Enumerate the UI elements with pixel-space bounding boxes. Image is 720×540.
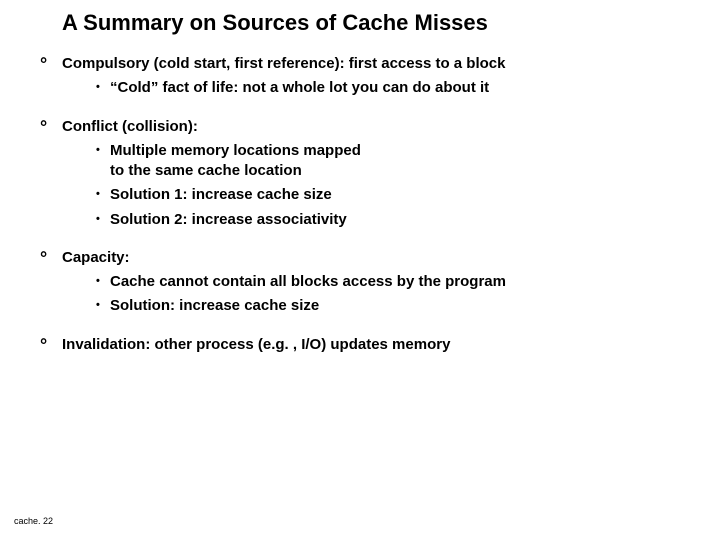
sub-item: Multiple memory locations mapped to the … bbox=[96, 141, 720, 182]
sub-item-text: Solution 2: increase associativity bbox=[110, 211, 347, 228]
bullet-list: Compulsory (cold start, first reference)… bbox=[0, 54, 720, 355]
sub-item-text: Solution: increase cache size bbox=[110, 297, 319, 314]
list-item-text: Conflict (collision): bbox=[62, 118, 198, 135]
sub-item-text: Cache cannot contain all blocks access b… bbox=[110, 273, 506, 290]
list-item-text: Compulsory (cold start, first reference)… bbox=[62, 55, 505, 72]
list-item-text: Invalidation: other process (e.g. , I/O)… bbox=[62, 336, 450, 353]
list-item: Invalidation: other process (e.g. , I/O)… bbox=[40, 335, 720, 355]
sub-list: “Cold” fact of life: not a whole lot you… bbox=[62, 78, 720, 98]
sub-list: Cache cannot contain all blocks access b… bbox=[62, 272, 720, 317]
sub-item: Solution 2: increase associativity bbox=[96, 210, 720, 230]
list-item: Compulsory (cold start, first reference)… bbox=[40, 54, 720, 99]
sub-item-text: “Cold” fact of life: not a whole lot you… bbox=[110, 79, 489, 96]
sub-list: Multiple memory locations mapped to the … bbox=[62, 141, 720, 230]
sub-item: Solution: increase cache size bbox=[96, 296, 720, 316]
sub-item: Cache cannot contain all blocks access b… bbox=[96, 272, 720, 292]
slide-footer: cache. 22 bbox=[14, 516, 53, 526]
sub-item-text: Multiple memory locations mapped to the … bbox=[110, 142, 361, 179]
list-item-text: Capacity: bbox=[62, 249, 130, 266]
sub-item: “Cold” fact of life: not a whole lot you… bbox=[96, 78, 720, 98]
sub-item-text: Solution 1: increase cache size bbox=[110, 186, 332, 203]
list-item: Conflict (collision): Multiple memory lo… bbox=[40, 117, 720, 230]
list-item: Capacity: Cache cannot contain all block… bbox=[40, 248, 720, 317]
slide-title: A Summary on Sources of Cache Misses bbox=[62, 10, 720, 36]
slide: A Summary on Sources of Cache Misses Com… bbox=[0, 0, 720, 540]
sub-item: Solution 1: increase cache size bbox=[96, 185, 720, 205]
